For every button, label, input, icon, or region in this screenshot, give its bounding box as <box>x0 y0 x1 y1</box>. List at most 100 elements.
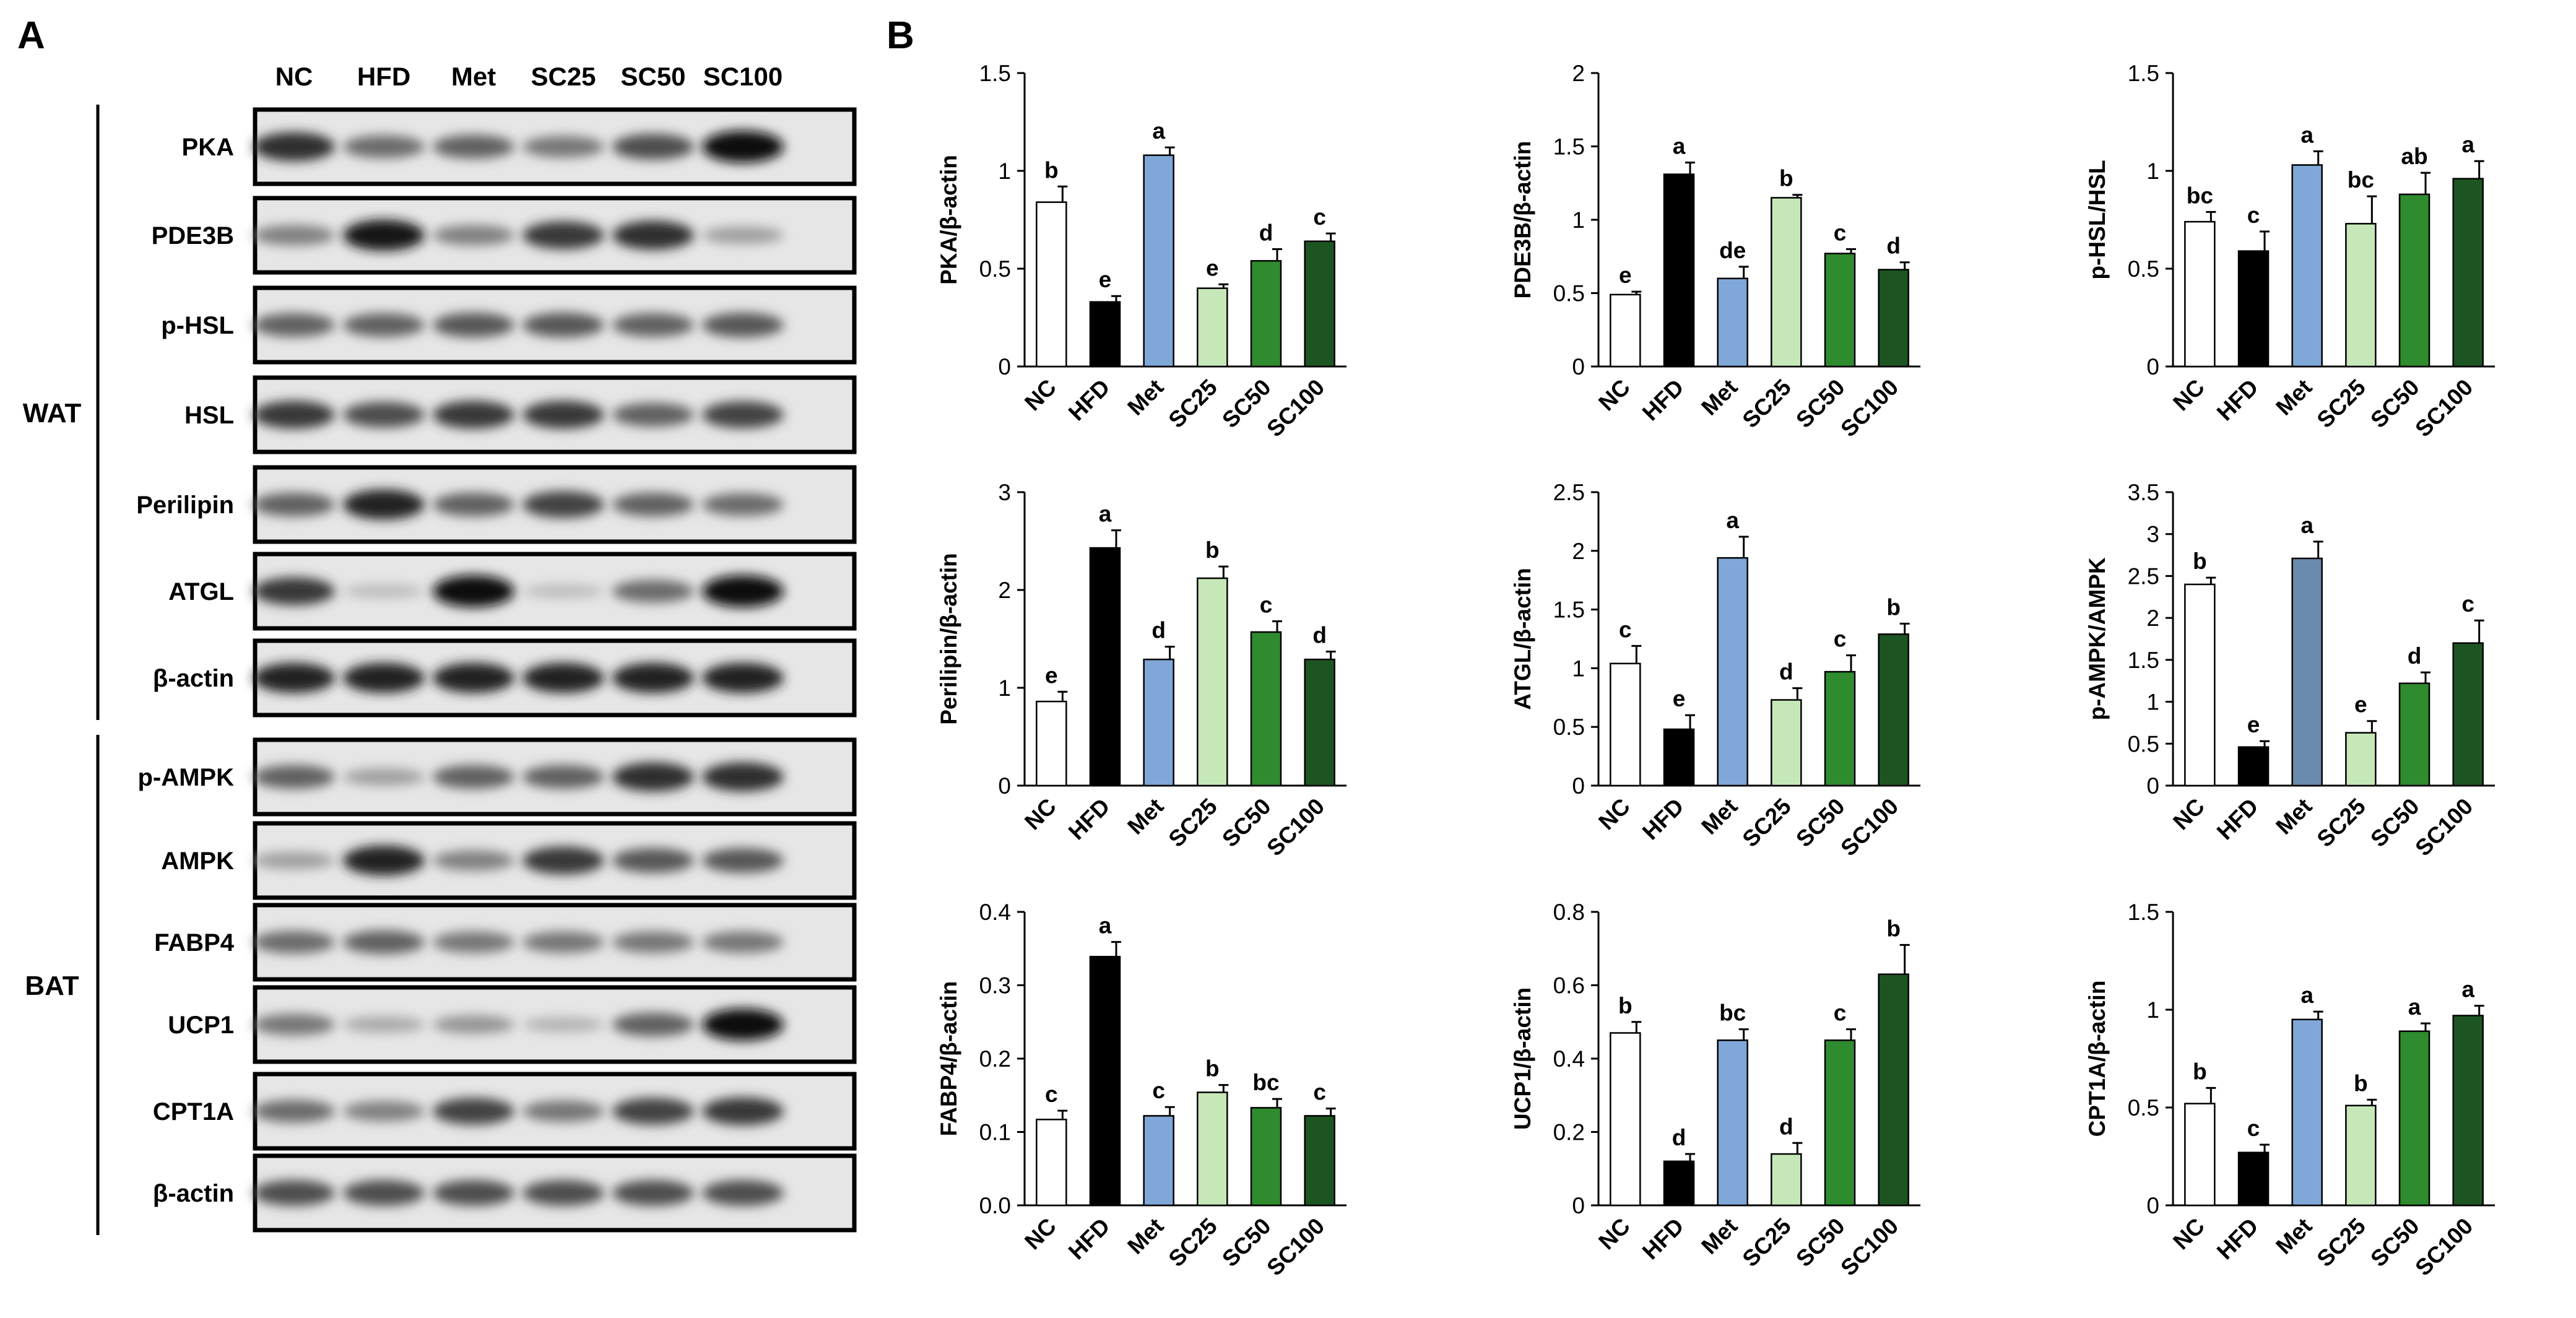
y-tick-label: 0.2 <box>979 1046 1011 1072</box>
bar-sc100 <box>1878 269 1909 368</box>
bar-sc100 <box>1304 240 1335 368</box>
blot-band <box>343 135 425 158</box>
y-tick-label: 0.0 <box>979 1193 1011 1218</box>
blot-band <box>343 219 425 251</box>
blot-band <box>612 1098 694 1125</box>
blot-band <box>253 492 335 517</box>
significance-letter: c <box>1619 617 1632 642</box>
significance-letter: d <box>2408 643 2422 669</box>
x-tick-label: SC25 <box>2312 794 2370 852</box>
blot-band <box>253 313 335 337</box>
blot-band <box>702 131 784 163</box>
blot-band <box>523 662 604 693</box>
blot-row-pka: PKA <box>182 107 857 186</box>
blot-row-p-ampk: p-AMPK <box>137 737 857 817</box>
significance-letter: c <box>2247 1116 2260 1141</box>
blot-band <box>523 584 604 599</box>
bar-sc50 <box>2398 1030 2431 1207</box>
y-tick-label: 0.2 <box>1553 1120 1585 1145</box>
blot-band <box>253 1099 335 1123</box>
blot-band <box>523 1017 604 1033</box>
x-tick-label: Met <box>1122 375 1168 420</box>
blot-band <box>702 931 784 953</box>
blot-band <box>523 1180 604 1206</box>
bar-sc100 <box>1304 658 1335 787</box>
significance-letter: d <box>1779 659 1793 685</box>
blot-label: CPT1A <box>153 1098 234 1125</box>
blot-band <box>523 312 604 338</box>
significance-letter: bc <box>1719 1000 1746 1026</box>
bar-sc25 <box>1197 287 1228 368</box>
group-label-bat: BAT <box>25 971 79 1001</box>
x-tick-label: SC25 <box>2312 375 2370 433</box>
y-tick-label: 2 <box>2146 605 2159 631</box>
bar-sc50 <box>1250 631 1282 787</box>
bar-met <box>1717 1039 1748 1207</box>
lane-label-nc: NC <box>275 62 313 91</box>
blot-band <box>702 1008 784 1041</box>
blot-band <box>433 401 514 429</box>
x-tick-label: NC <box>1594 1213 1635 1255</box>
significance-letter: e <box>1099 267 1112 292</box>
x-tick-label: NC <box>2168 1213 2210 1255</box>
bar-nc <box>1610 293 1641 368</box>
blot-band <box>523 846 604 875</box>
bar-nc <box>1036 700 1067 787</box>
panel-b-label: B <box>887 14 914 57</box>
y-tick-label: 1 <box>2146 997 2159 1023</box>
significance-letter: b <box>2193 1059 2207 1084</box>
y-tick-label: 2 <box>1572 539 1585 564</box>
x-tick-label: SC100 <box>1262 375 1329 442</box>
blot-label: p-HSL <box>161 312 234 339</box>
blot-label: UCP1 <box>168 1012 234 1039</box>
y-tick-label: 1 <box>2146 158 2159 184</box>
y-tick-label: 1.5 <box>2128 900 2159 925</box>
y-tick-label: 0 <box>2146 1193 2159 1218</box>
lane-label-sc25: SC25 <box>531 62 596 91</box>
blot-band <box>343 1180 425 1206</box>
blot-band <box>253 930 335 954</box>
y-axis-label: p-HSL/HSL <box>2084 160 2110 279</box>
blot-band <box>343 930 425 955</box>
bar-hfd <box>1089 547 1121 787</box>
lane-label-hfd: HFD <box>357 62 410 91</box>
chart-atgl-actin: 0 0.5 1 1.5 2 2.5 ATGL/β-actin c NC e HFD a Met d SC25… <box>1510 480 1920 861</box>
bar-sc100 <box>1304 1115 1335 1207</box>
significance-letter: e <box>2354 692 2367 718</box>
significance-letter: c <box>2247 202 2260 228</box>
bar-sc50 <box>1824 1039 1856 1207</box>
blot-label: Perilipin <box>136 492 234 519</box>
bar-met <box>1143 154 1174 368</box>
significance-letter: bc <box>1252 1070 1279 1095</box>
y-axis-label: PKA/β-actin <box>936 155 961 285</box>
blot-label: PKA <box>182 134 234 161</box>
blot-band <box>433 492 514 517</box>
blot-band <box>612 762 694 792</box>
significance-letter: b <box>1886 594 1901 620</box>
bar-sc100 <box>2452 178 2484 368</box>
x-tick-label: SC25 <box>1738 1213 1796 1272</box>
blot-band <box>702 1097 784 1125</box>
y-axis-label: p-AMPK/AMPK <box>2084 557 2110 720</box>
bar-sc25 <box>1197 577 1228 787</box>
y-tick-label: 1.5 <box>2128 61 2159 86</box>
y-tick-label: 1 <box>1572 207 1585 233</box>
blot-row-p-hsl: p-HSL <box>161 285 857 365</box>
x-tick-label: NC <box>1020 375 1061 416</box>
significance-letter: c <box>1834 626 1847 652</box>
x-tick-label: NC <box>1594 375 1635 416</box>
y-axis-label: Perilipin/β-actin <box>936 553 961 725</box>
blot-row-perilipin: Perilipin <box>136 465 857 544</box>
x-tick-label: SC25 <box>2312 1213 2370 1272</box>
significance-letter: ab <box>2401 144 2427 169</box>
x-tick-label: HFD <box>1064 1213 1115 1265</box>
y-tick-label: 0.5 <box>2128 1095 2159 1121</box>
y-tick-label: 0.4 <box>1553 1046 1585 1072</box>
y-tick-label: 0.5 <box>2128 256 2159 282</box>
y-tick-label: 0.4 <box>979 900 1011 925</box>
bar-hfd <box>2237 746 2270 787</box>
blot-band <box>343 584 425 599</box>
significance-letter: d <box>1886 233 1901 259</box>
x-tick-label: SC100 <box>1836 794 1903 861</box>
x-tick-label: SC25 <box>1738 794 1796 852</box>
